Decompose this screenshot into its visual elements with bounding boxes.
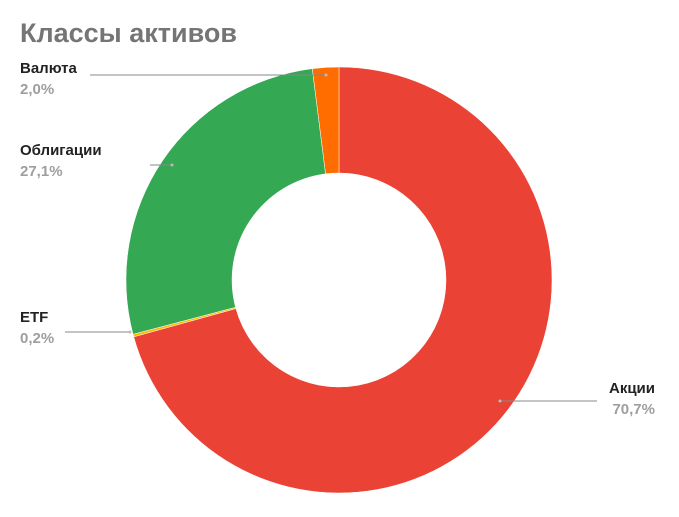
leader-dot [324,73,328,77]
label-value: 2,0% [20,81,54,98]
label-name: Акции [609,380,655,397]
leader-dot [170,163,174,167]
label-value: 27,1% [20,163,63,180]
label-value: 70,7% [612,401,655,418]
label-name: Валюта [20,60,77,77]
donut-slice [133,66,553,494]
leader-dot [128,330,132,334]
donut-slice [312,66,340,175]
chart-title: Классы активов [20,18,237,48]
label-name: ETF [20,309,48,326]
donut-slice [125,68,326,335]
label-name: Облигации [20,142,102,159]
leader-dot [498,399,502,403]
label-value: 0,2% [20,330,54,347]
